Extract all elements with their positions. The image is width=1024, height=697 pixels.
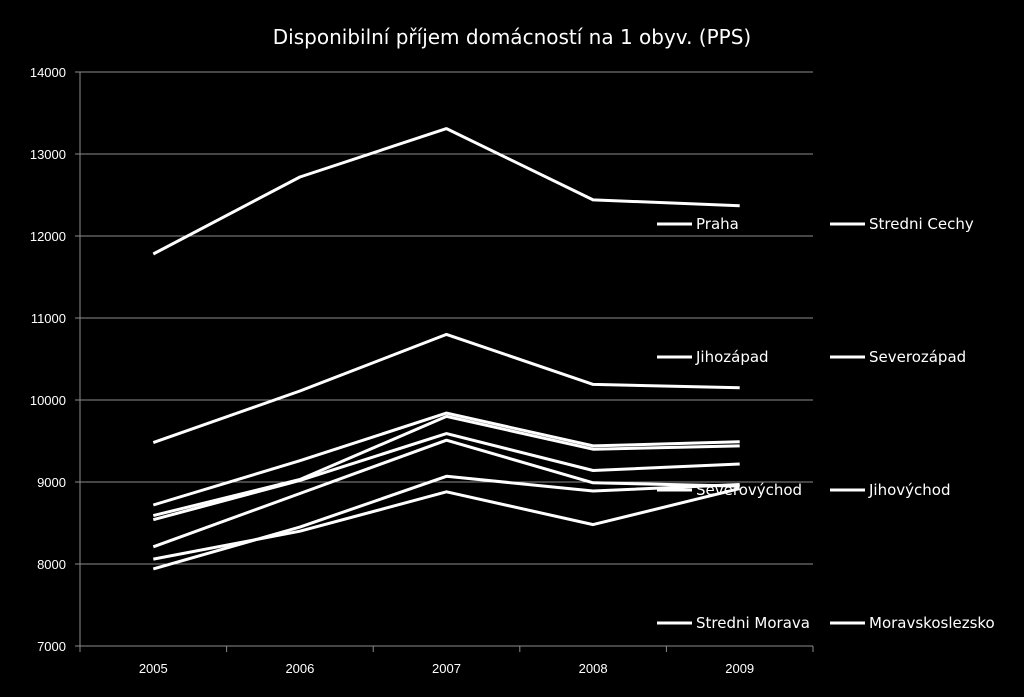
y-axis-tick-labels: 7000 8000 9000 10000 11000 12000 13000 14000 [30,65,66,654]
series-line-severovychod [152,414,740,518]
legend-label-stredni-morava: Stredni Morava [696,614,810,632]
legend-label-jihovychod: Jihovýchod [868,481,950,499]
legend-label-praha: Praha [696,215,739,233]
chart-title: Disponibilní příjem domácností na 1 obyv… [273,25,751,49]
y-tick-label-9000: 9000 [37,475,66,490]
x-tick-label-2005: 2005 [139,661,168,676]
legend-label-moravskoslezsko: Moravskoslezsko [869,614,995,632]
x-tick-label-2008: 2008 [579,661,608,676]
y-tick-label-12000: 12000 [30,229,66,244]
series-line-stredni-cechy [152,332,740,445]
series-line-moravskoslezsko [153,487,741,561]
series-line-praha [152,127,740,256]
legend-label-stredni-cechy: Stredni Cechy [869,215,974,233]
series-line-jihovychod [152,432,740,522]
series-lines [152,127,741,571]
y-tick-label-14000: 14000 [30,65,66,80]
axes [75,71,814,652]
x-tick-label-2007: 2007 [432,661,461,676]
y-tick-label-13000: 13000 [30,147,66,162]
y-tick-label-7000: 7000 [37,639,66,654]
legend: Praha Stredni Cechy Jihozápad Severozápa… [657,215,995,632]
x-tick-label-2009: 2009 [725,661,754,676]
y-tick-label-10000: 10000 [30,393,66,408]
x-axis-tick-labels: 2005 2006 2007 2008 2009 [139,661,754,676]
series-line-severozapad [152,474,740,571]
y-tick-label-8000: 8000 [37,557,66,572]
series-line-jihozapad [152,411,740,507]
x-tick-label-2006: 2006 [285,661,314,676]
y-tick-label-11000: 11000 [31,311,66,326]
legend-label-severovychod: Severovýchod [696,481,802,499]
series-line-stredni-morava [152,438,740,549]
legend-label-jihozapad: Jihozápad [695,348,769,366]
legend-label-severozapad: Severozápad [869,348,966,366]
gridlines [80,71,813,565]
